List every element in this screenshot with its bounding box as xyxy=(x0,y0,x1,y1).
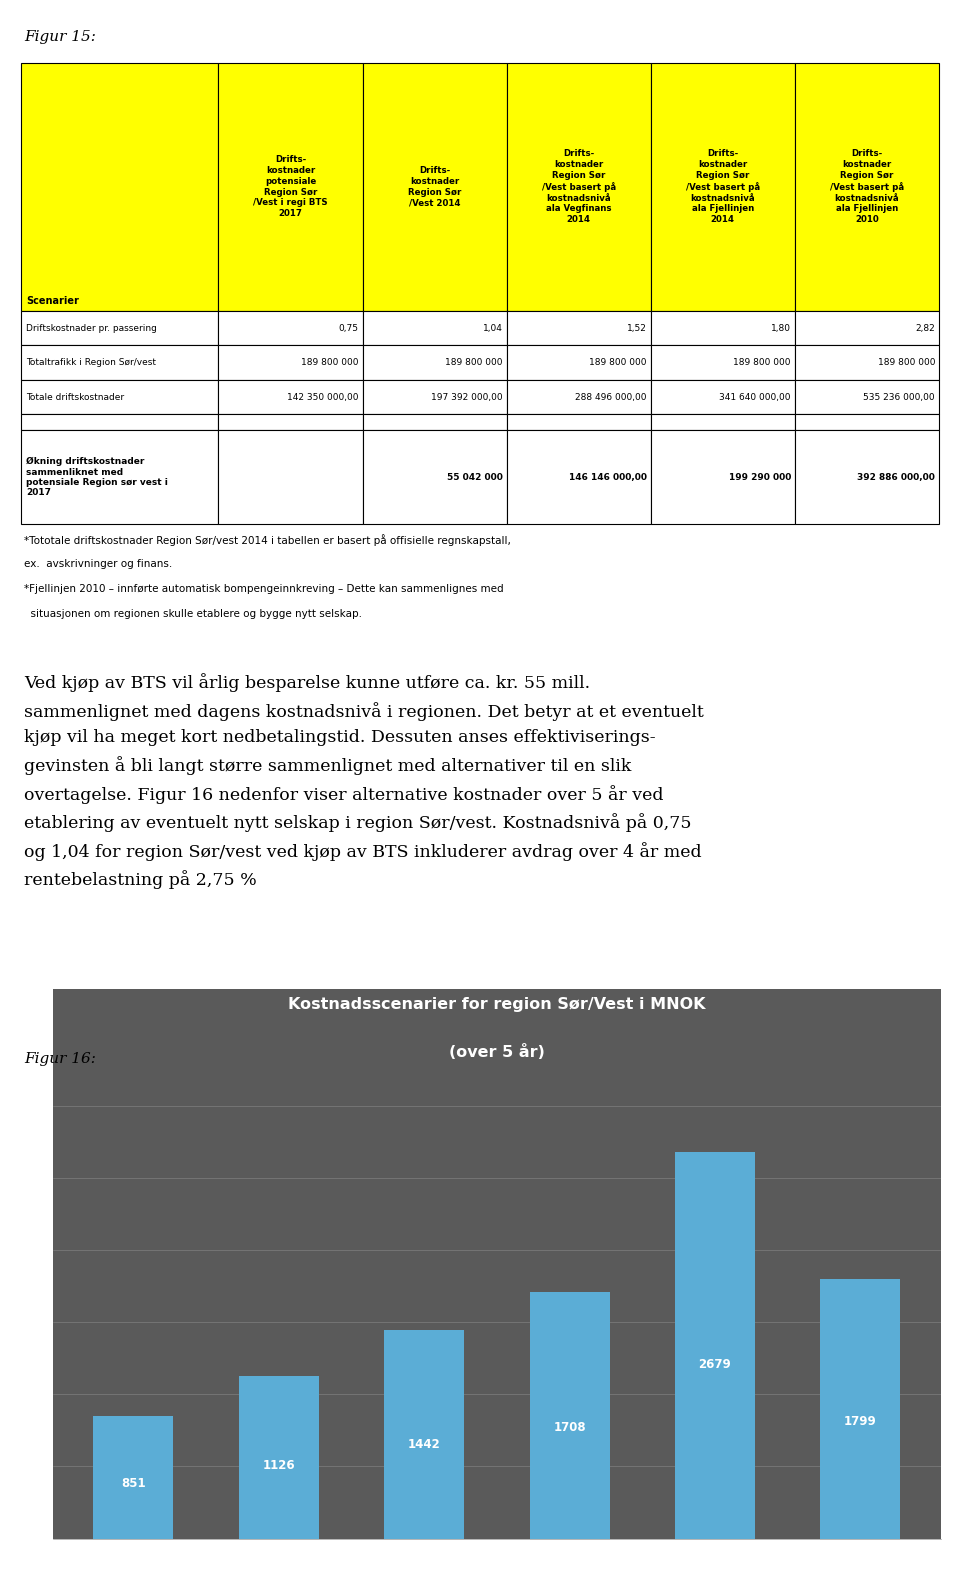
Text: Driftskostnader pr. passering: Driftskostnader pr. passering xyxy=(26,323,156,333)
Bar xyxy=(53,989,941,1539)
Text: 288 496 000,00: 288 496 000,00 xyxy=(575,392,647,402)
Bar xyxy=(795,380,939,414)
Bar xyxy=(363,430,507,524)
Bar xyxy=(384,1330,464,1539)
Text: 197 392 000,00: 197 392 000,00 xyxy=(431,392,503,402)
Text: 189 800 000: 189 800 000 xyxy=(445,358,503,367)
Text: Drifts-
kostnader
Region Sør
/Vest basert på
kostnadsnivå
ala Vegfinans
2014: Drifts- kostnader Region Sør /Vest baser… xyxy=(541,149,615,225)
Bar xyxy=(363,345,507,380)
Bar xyxy=(821,1280,900,1539)
Bar xyxy=(21,311,219,345)
Bar xyxy=(21,345,219,380)
Bar xyxy=(219,63,363,311)
Text: 1,04: 1,04 xyxy=(266,1551,292,1565)
Text: 1708: 1708 xyxy=(553,1421,586,1433)
Text: 189 800 000: 189 800 000 xyxy=(733,358,791,367)
Text: 535 236 000,00: 535 236 000,00 xyxy=(863,392,935,402)
Text: *Fjellinjen 2010 – innførte automatisk bompengeinnkreving – Dette kan sammenlign: *Fjellinjen 2010 – innførte automatisk b… xyxy=(24,584,504,593)
Text: Totaltrafikk i Region Sør/vest: Totaltrafikk i Region Sør/vest xyxy=(26,358,156,367)
Bar xyxy=(651,345,795,380)
Bar xyxy=(507,345,651,380)
Text: 1799: 1799 xyxy=(844,1415,876,1429)
Text: Scenarier: Scenarier xyxy=(26,297,79,306)
Text: 1442: 1442 xyxy=(408,1438,441,1451)
Text: 1,04: 1,04 xyxy=(483,323,503,333)
Bar xyxy=(651,430,795,524)
Bar xyxy=(363,414,507,430)
Text: 1,52: 1,52 xyxy=(411,1551,437,1565)
Bar xyxy=(651,380,795,414)
Text: *Tototale driftskostnader Region Sør/vest 2014 i tabellen er basert på offisiell: *Tototale driftskostnader Region Sør/ves… xyxy=(24,534,511,546)
Text: 189 800 000: 189 800 000 xyxy=(301,358,359,367)
Text: Drifts-
kostnader
potensiale
Region Sør
/Vest i regi BTS
2017: Drifts- kostnader potensiale Region Sør … xyxy=(253,155,327,218)
Bar xyxy=(219,430,363,524)
Bar xyxy=(363,380,507,414)
Text: 1,52: 1,52 xyxy=(627,323,647,333)
Text: 1,80: 1,80 xyxy=(771,323,791,333)
Bar xyxy=(219,345,363,380)
Text: 146 146 000,00: 146 146 000,00 xyxy=(569,473,647,482)
Bar xyxy=(795,414,939,430)
Bar xyxy=(675,1152,755,1539)
Text: situasjonen om regionen skulle etablere og bygge nytt selskap.: situasjonen om regionen skulle etablere … xyxy=(24,609,362,619)
Text: 0,75: 0,75 xyxy=(120,1551,146,1565)
Text: Økning driftskostnader
sammenliknet med
potensiale Region sør vest i
2017: Økning driftskostnader sammenliknet med … xyxy=(26,457,168,498)
Text: Ved kjøp av BTS vil årlig besparelse kunne utføre ca. kr. 55 mill.
sammenlignet : Ved kjøp av BTS vil årlig besparelse kun… xyxy=(24,674,704,890)
Text: 0,75: 0,75 xyxy=(339,323,359,333)
Text: ex.  avskrivninger og finans.: ex. avskrivninger og finans. xyxy=(24,559,172,568)
Bar xyxy=(795,63,939,311)
Bar xyxy=(795,311,939,345)
Text: 2,82: 2,82 xyxy=(915,323,935,333)
Bar xyxy=(795,430,939,524)
Text: Drifts-
kostnader
Region Sør
/Vest 2014: Drifts- kostnader Region Sør /Vest 2014 xyxy=(408,166,461,207)
Text: 341 640 000,00: 341 640 000,00 xyxy=(719,392,791,402)
Bar xyxy=(21,63,219,311)
Bar xyxy=(363,63,507,311)
Bar xyxy=(795,345,939,380)
Text: 2,82: 2,82 xyxy=(702,1551,728,1565)
Bar xyxy=(239,1375,319,1539)
Text: 1126: 1126 xyxy=(262,1459,295,1473)
Text: 189 800 000: 189 800 000 xyxy=(877,358,935,367)
Text: 142 350 000,00: 142 350 000,00 xyxy=(287,392,359,402)
Bar xyxy=(507,414,651,430)
Text: 2,82: 2,82 xyxy=(848,1551,874,1565)
Text: Figur 15:: Figur 15: xyxy=(24,30,96,44)
Bar xyxy=(21,430,219,524)
Text: (over 5 år): (over 5 år) xyxy=(449,1044,544,1060)
Bar xyxy=(651,311,795,345)
Bar xyxy=(219,380,363,414)
Text: 189 800 000: 189 800 000 xyxy=(589,358,647,367)
Bar xyxy=(219,311,363,345)
Text: 2679: 2679 xyxy=(699,1358,732,1371)
Bar xyxy=(530,1292,610,1539)
Bar xyxy=(507,380,651,414)
Bar xyxy=(21,414,219,430)
Text: 1,18: 1,18 xyxy=(557,1551,583,1565)
Text: Drifts-
kostnader
Region Sør
/Vest basert på
kostnadsnivå
ala Fjellinjen
2014: Drifts- kostnader Region Sør /Vest baser… xyxy=(685,149,759,225)
Text: 851: 851 xyxy=(121,1477,146,1490)
Text: Drifts-
kostnader
Region Sør
/Vest basert på
kostnadsnivå
ala Fjellinjen
2010: Drifts- kostnader Region Sør /Vest baser… xyxy=(829,149,904,225)
Bar xyxy=(93,1416,173,1539)
Bar xyxy=(21,380,219,414)
Text: 392 886 000,00: 392 886 000,00 xyxy=(857,473,935,482)
Bar xyxy=(651,414,795,430)
Bar xyxy=(507,311,651,345)
Text: 199 290 000: 199 290 000 xyxy=(729,473,791,482)
Bar xyxy=(507,430,651,524)
Text: Kostnadsscenarier for region Sør/Vest i MNOK: Kostnadsscenarier for region Sør/Vest i … xyxy=(288,997,706,1013)
Bar xyxy=(507,63,651,311)
Bar xyxy=(219,414,363,430)
Bar xyxy=(363,311,507,345)
Text: Figur 16:: Figur 16: xyxy=(24,1052,96,1066)
Bar xyxy=(651,63,795,311)
Text: 55 042 000: 55 042 000 xyxy=(447,473,503,482)
Text: Totale driftskostnader: Totale driftskostnader xyxy=(26,392,124,402)
